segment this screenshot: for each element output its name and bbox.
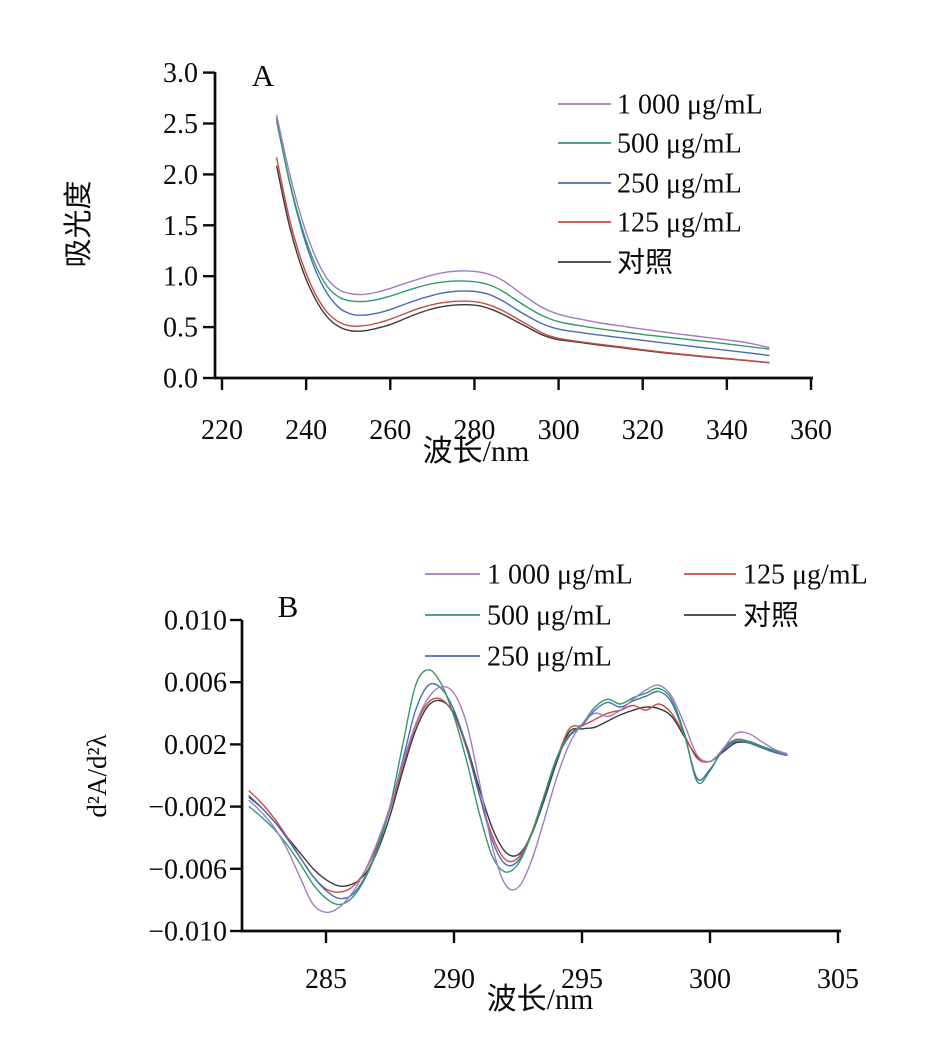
legend-label: 250 μg/mL: [617, 169, 742, 200]
y-tick-label: −0.010: [148, 917, 227, 948]
x-tick-labels: 285 290 295 300 305: [305, 964, 859, 995]
x-tick-label: 280: [453, 415, 495, 446]
x-tick-label: 340: [706, 415, 748, 446]
legend-label: 500 μg/mL: [617, 129, 742, 160]
x-tick-label: 300: [538, 415, 580, 446]
x-tick-label: 285: [305, 964, 347, 995]
x-tick-label: 360: [790, 415, 832, 446]
y-tick-label: 2.0: [163, 160, 198, 191]
chart-b-second-derivative-spectrum: 285 290 295 300 305 0.010 0.006 0.002 −0.002 −0.0…: [82, 560, 868, 1017]
y-tick-label: 0.002: [164, 730, 227, 761]
y-ticks: [203, 71, 215, 380]
legend-label: 1 000 μg/mL: [487, 560, 633, 591]
series-line-125-μg/mL: [248, 697, 788, 893]
y-tick-label: 0.006: [164, 668, 227, 699]
x-ticks: [324, 931, 840, 943]
legend-label: 对照: [743, 600, 799, 632]
y-tick-label: 0.0: [163, 364, 198, 395]
y-tick-label: 3.0: [163, 58, 198, 89]
x-axis-title: 波长/nm: [487, 983, 594, 1016]
x-axis-title: 波长/nm: [423, 435, 530, 468]
series-line-250-μg/mL: [248, 682, 788, 900]
x-tick-label: 220: [201, 415, 243, 446]
y-tick-labels: 3.0 2.5 2.0 1.5 1.0 0.5 0.0: [163, 58, 198, 394]
panel-label: A: [252, 58, 275, 93]
panel-label: B: [278, 589, 299, 624]
x-tick-label: 290: [433, 964, 475, 995]
series-line-1-000-μg/mL: [275, 114, 770, 349]
legend-label: 250 μg/mL: [487, 642, 612, 673]
y-tick-label: −0.002: [148, 792, 227, 823]
x-tick-label: 260: [369, 415, 411, 446]
chart-a-absorbance-spectrum: 220 240 260 280 300 320 340 360 3.0 2.5 2.0 1.5 1.0 0…: [62, 58, 832, 468]
series-line-500-μg/mL: [248, 669, 788, 906]
y-tick-label: −0.006: [148, 854, 227, 885]
series-line-250-μg/mL: [275, 117, 770, 357]
y-ticks: [230, 618, 242, 933]
y-tick-label: 0.5: [163, 313, 198, 344]
x-tick-label: 240: [285, 415, 327, 446]
legend-label: 对照: [617, 247, 673, 279]
x-tick-labels: 220 240 260 280 300 320 340 360: [201, 415, 832, 446]
x-tick-label: 295: [561, 964, 603, 995]
x-ticks: [220, 378, 813, 390]
legend-label: 125 μg/mL: [617, 208, 742, 239]
y-tick-labels: 0.010 0.006 0.002 −0.002 −0.006 −0.010: [148, 606, 227, 948]
series-curves: [248, 669, 788, 914]
series-curves: [275, 114, 770, 364]
series-line-500-μg/mL: [275, 120, 770, 350]
series-line-对照: [248, 699, 788, 887]
series-line-125-μg/mL: [275, 157, 770, 364]
y-tick-label: 2.5: [163, 109, 198, 140]
legend-label: 500 μg/mL: [487, 601, 612, 632]
x-tick-label: 305: [817, 964, 859, 995]
y-axis-title: d²A/d²λ: [82, 734, 112, 817]
y-axis-title: 吸光度: [62, 180, 95, 267]
legend-label: 1 000 μg/mL: [617, 90, 763, 121]
legend: 1 000 μg/mL 500 μg/mL 250 μg/mL 125 μg/mL 对照: [425, 560, 868, 673]
y-tick-label: 0.010: [164, 606, 227, 637]
x-tick-label: 320: [622, 415, 664, 446]
y-tick-label: 1.0: [163, 262, 198, 293]
x-tick-label: 300: [689, 964, 731, 995]
y-tick-label: 1.5: [163, 211, 198, 242]
legend: 1 000 μg/mL 500 μg/mL 250 μg/mL 125 μg/mL 对照: [558, 90, 763, 279]
series-line-1-000-μg/mL: [248, 684, 788, 914]
legend-label: 125 μg/mL: [743, 560, 868, 591]
